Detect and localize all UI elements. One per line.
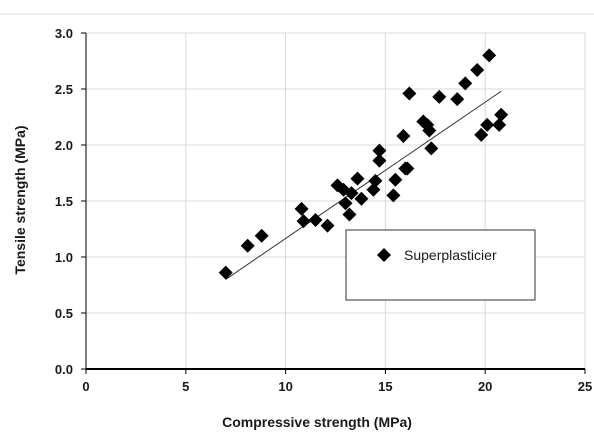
y-tick-label: 0.5	[55, 306, 73, 321]
data-point	[480, 117, 495, 132]
tick-labels: 0.0 0.5 1.0 1.5 2.0 2.5 3.0 0 5 10 15 20 25	[55, 26, 592, 394]
data-points	[218, 48, 509, 280]
data-point	[470, 62, 485, 77]
data-point	[344, 186, 359, 201]
trendline-layer	[225, 90, 502, 280]
data-point	[494, 107, 509, 122]
data-point	[388, 172, 403, 187]
x-tick-label: 10	[278, 379, 292, 394]
legend-marker-diamond	[377, 248, 391, 262]
legend-box	[345, 229, 536, 301]
data-point	[396, 129, 411, 144]
x-axis-title: Compressive strength (MPa)	[222, 414, 412, 430]
data-point	[320, 218, 335, 233]
x-tick-label: 0	[82, 379, 89, 394]
data-point	[294, 201, 309, 216]
axes	[81, 32, 586, 374]
data-point	[218, 265, 233, 280]
y-axis-title: Tensile strength (MPa)	[12, 125, 28, 274]
data-point	[240, 238, 255, 253]
data-point	[350, 171, 365, 186]
y-tick-label: 1.0	[55, 250, 73, 265]
y-tick-label: 3.0	[55, 26, 73, 41]
data-point	[458, 76, 473, 91]
x-tick-label: 20	[478, 379, 492, 394]
data-point	[422, 123, 437, 138]
x-tick-label: 25	[578, 379, 592, 394]
data-point	[386, 188, 401, 203]
data-point	[450, 92, 465, 107]
y-tick-label: 2.5	[55, 82, 73, 97]
data-point	[372, 143, 387, 158]
data-point	[368, 173, 383, 188]
data-point	[402, 86, 417, 101]
data-point	[338, 196, 353, 211]
data-point	[492, 117, 507, 132]
data-point	[400, 161, 415, 176]
y-tick-label: 1.5	[55, 194, 73, 209]
data-point	[296, 214, 311, 229]
legend: Superplasticier	[345, 229, 536, 301]
trendline	[225, 90, 502, 280]
data-point	[342, 207, 357, 222]
data-point	[432, 89, 447, 104]
y-tick-label: 0.0	[55, 362, 73, 377]
gridlines	[86, 32, 586, 369]
data-point	[474, 127, 489, 142]
data-point	[482, 48, 497, 63]
data-point	[308, 213, 323, 228]
y-tick-label: 2.0	[55, 138, 73, 153]
x-tick-label: 5	[182, 379, 189, 394]
data-point	[254, 228, 269, 243]
x-tick-label: 15	[378, 379, 392, 394]
data-point	[354, 191, 369, 206]
data-point	[372, 153, 387, 168]
data-point	[424, 141, 439, 156]
legend-label: Superplasticier	[404, 247, 497, 263]
